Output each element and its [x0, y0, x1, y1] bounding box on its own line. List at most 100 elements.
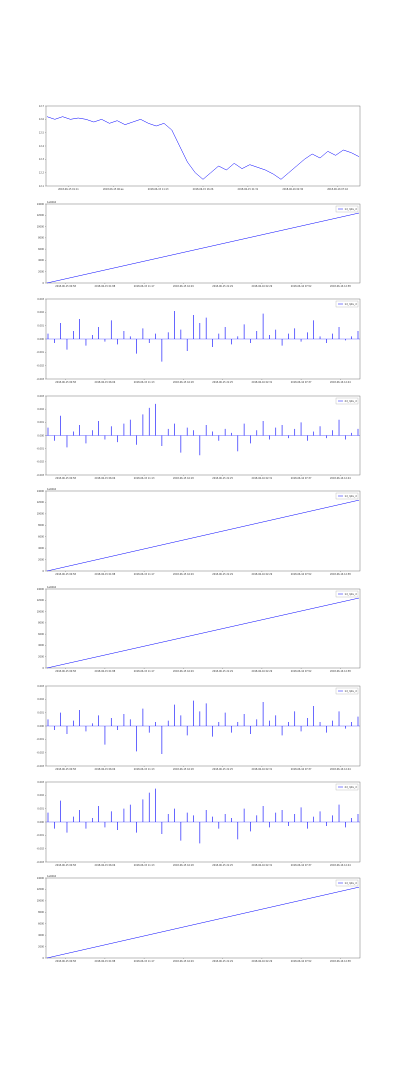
y-tick-label: 0: [43, 282, 45, 285]
y-tick-label: 12.7: [39, 105, 45, 108]
y-tick-label: 6000: [38, 633, 44, 636]
y-tick-label: 0.003: [37, 781, 44, 784]
y-tick-label: 0.003: [37, 395, 44, 398]
y-tick-label: 12000: [37, 599, 45, 602]
x-tick-label: 2018-06-15 21:25: [212, 477, 233, 480]
y-tick-label: 6000: [38, 536, 44, 539]
chart-panel-1: 12.7 12.6 12.5 12.4 12.3 12.2 12.1 2018-06-15 0…: [39, 105, 361, 191]
y-tick-label: 14000: [37, 490, 45, 493]
y-tick-label: 8000: [38, 237, 44, 240]
x-tick-label: 2018-06-15 00:58: [55, 960, 76, 963]
x-tick-label: 2018-06-16 07:42: [327, 188, 348, 191]
x-tick-label: 2018-06-16 12:58: [330, 573, 351, 576]
legend-box: [335, 687, 359, 695]
y-tick-label: 0.001: [37, 421, 44, 424]
y-tick-label: -0.002: [37, 364, 45, 367]
chart-panel-2: 14000 12000 10000 8000 6000 4000 2000 0 2018-06-…: [37, 201, 361, 288]
legend-box: [335, 492, 359, 500]
chart-panel-5: 14000 12000 10000 8000 6000 4000 2000 0 2018-06-…: [37, 488, 361, 576]
x-tick-label: 2018-06-16 12:58: [330, 960, 351, 963]
plot-frame: [45, 877, 361, 959]
chart-panel-4: 0.003 0.002 0.001 0.000 -0.001 -0.002 -0.003 20…: [37, 395, 361, 480]
x-tick-label: 2018-06-15 06:06: [95, 477, 116, 480]
y-tick-label: 0.000: [37, 434, 44, 437]
x-tick-label: 2018-06-15 21:25: [212, 381, 233, 384]
y-tick-label: 0.002: [37, 311, 44, 314]
x-tick-label: 2018-06-15 00:58: [55, 285, 76, 288]
y-tick-label: -0.002: [37, 751, 45, 754]
y-tick-label: 12.1: [39, 185, 45, 188]
series-line: [46, 212, 360, 284]
y-tick-label: 0.003: [37, 685, 44, 688]
plot-frame: [45, 490, 361, 572]
x-tick-label: 2018-06-15 11:17: [134, 960, 155, 963]
y-tick-label: 6000: [38, 923, 44, 926]
legend-label: 1d_rpts_d: [345, 494, 358, 498]
x-tick-label: 2018-06-16 12:58: [330, 670, 351, 673]
legend-box: [335, 879, 359, 887]
y-tick-label: 0.001: [37, 807, 44, 810]
chart-panel-7: 0.003 0.002 0.001 0.000 -0.001 -0.002 -0.003 20…: [37, 685, 361, 771]
y-tick-label: 14000: [37, 588, 45, 591]
x-tick-label: 2018-06-15 00:58: [55, 477, 76, 480]
y-tick-label: 10000: [37, 225, 45, 228]
y-tick-label: 0.001: [37, 711, 44, 714]
y-tick-label: 12000: [37, 888, 45, 891]
y-tick-label: 10000: [37, 900, 45, 903]
x-tick-label: 2018-06-15 11:13: [134, 768, 155, 771]
y-tick-label: 8000: [38, 911, 44, 914]
x-tick-label: 2018-06-15 01:11: [58, 188, 79, 191]
x-tick-label: 2018-06-15 11:17: [134, 285, 155, 288]
x-tick-label: 2018-06-16 02:29: [252, 670, 273, 673]
x-tick-label: 2018-06-15 16:29: [173, 573, 194, 576]
y-tick-label: 10000: [37, 513, 45, 516]
y-tick-label: -0.003: [37, 378, 45, 381]
x-tick-label: 2018-06-16 02:31: [252, 477, 273, 480]
x-tick-label: 2018-06-15 21:29: [212, 285, 233, 288]
x-tick-label: 2018-06-15 11:13: [134, 477, 155, 480]
x-tick-label: 2018-06-15 16:18: [173, 477, 194, 480]
chart-panel-6: 14000 12000 10000 8000 6000 4000 2000 0 2018-06-…: [37, 586, 361, 673]
legend-box: [335, 205, 359, 213]
y-tick-label: -0.003: [37, 765, 45, 768]
x-tick-label: 2018-06-15 01:88: [95, 573, 116, 576]
x-tick-label: 2018-06-15 01:88: [95, 670, 116, 673]
y-tick-label: 8000: [38, 622, 44, 625]
y-tick-label: -0.001: [37, 738, 45, 741]
y-tick-label: 0.003: [37, 298, 44, 301]
y-tick-label: 14000: [37, 877, 45, 880]
x-tick-label: 2018-06-16 07:37: [291, 477, 312, 480]
legend-box: [335, 397, 359, 405]
x-tick-label: 2018-06-15 21:29: [212, 670, 233, 673]
y-tick-label: 2000: [38, 271, 44, 274]
legend-label: 1d_rpts_d: [345, 302, 358, 306]
legend-box: [335, 590, 359, 598]
x-tick-label: 2018-06-15 21:25: [212, 768, 233, 771]
x-tick-label: 2018-06-16 07:37: [291, 768, 312, 771]
x-tick-label: 2018-06-15 00:58: [55, 381, 76, 384]
axis-offset-text: 1e9444: [47, 875, 57, 878]
plot-frame: [45, 588, 361, 669]
y-tick-label: 12.3: [39, 158, 45, 161]
x-tick-label: 2018-06-16 12:58: [330, 285, 351, 288]
x-tick-label: 2018-06-16 02:31: [252, 768, 273, 771]
x-tick-label: 2018-06-15 06:06: [95, 864, 116, 867]
x-tick-label: 2018-06-15 16:18: [173, 768, 194, 771]
x-tick-label: 2018-06-15 00:58: [55, 768, 76, 771]
x-tick-label: 2018-06-15 00:58: [55, 670, 76, 673]
legend-box: [335, 300, 359, 308]
axis-offset-text: 1e9444: [47, 201, 57, 204]
x-tick-label: 2018-06-16 07:52: [291, 670, 312, 673]
x-tick-label: 2018-06-15 11:13: [134, 381, 155, 384]
x-tick-label: 2018-06-15 11:17: [134, 573, 155, 576]
series-line: [46, 499, 360, 572]
x-tick-label: 2018-06-15 21:31: [238, 188, 259, 191]
y-tick-label: 10000: [37, 610, 45, 613]
x-tick-label: 2018-06-16 02:31: [252, 381, 273, 384]
legend-label: 1d_rpts_d: [345, 592, 358, 596]
x-tick-label: 2018-06-15 16:29: [173, 285, 194, 288]
x-tick-label: 2018-06-16 12:44: [330, 864, 351, 867]
series-line: [46, 886, 360, 959]
x-tick-label: 2018-06-16 07:52: [291, 573, 312, 576]
x-tick-label: 2018-06-15 16:29: [173, 960, 194, 963]
